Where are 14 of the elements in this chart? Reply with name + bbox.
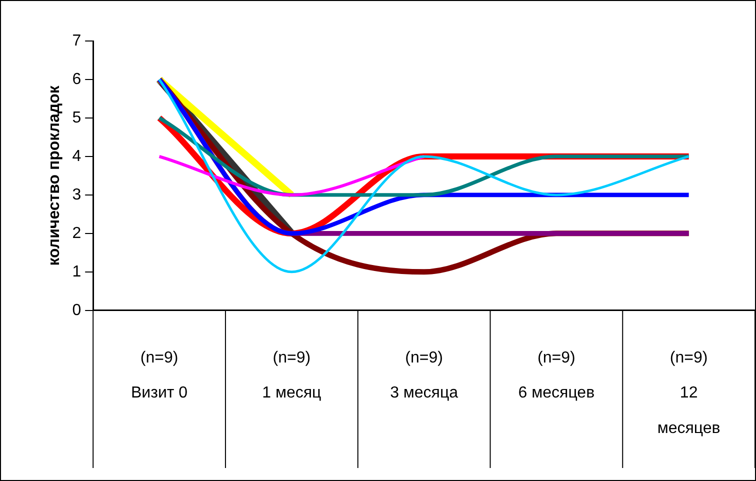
x-tick-label: (n=9) 1 месяц [262, 349, 322, 402]
x-tick-label: (n=9) 6 месяцев [518, 349, 595, 402]
y-tick-label: 3 [72, 186, 82, 204]
y-tick-label: 6 [72, 70, 82, 88]
y-axis-title: количество прокладок [46, 84, 64, 266]
x-tick-label: (n=9) 12 месяцев [657, 349, 720, 437]
y-tick-label: 1 [72, 263, 82, 280]
y-tick-label: 0 [72, 302, 82, 319]
y-tick-label: 4 [72, 148, 82, 165]
y-tick-label: 2 [72, 224, 82, 242]
x-tick-label: (n=9) 3 месяца [390, 349, 458, 402]
x-tick-label: (n=9) Визит 0 [131, 349, 188, 402]
y-tick-label: 7 [72, 32, 82, 50]
y-tick-label: 5 [72, 109, 82, 126]
